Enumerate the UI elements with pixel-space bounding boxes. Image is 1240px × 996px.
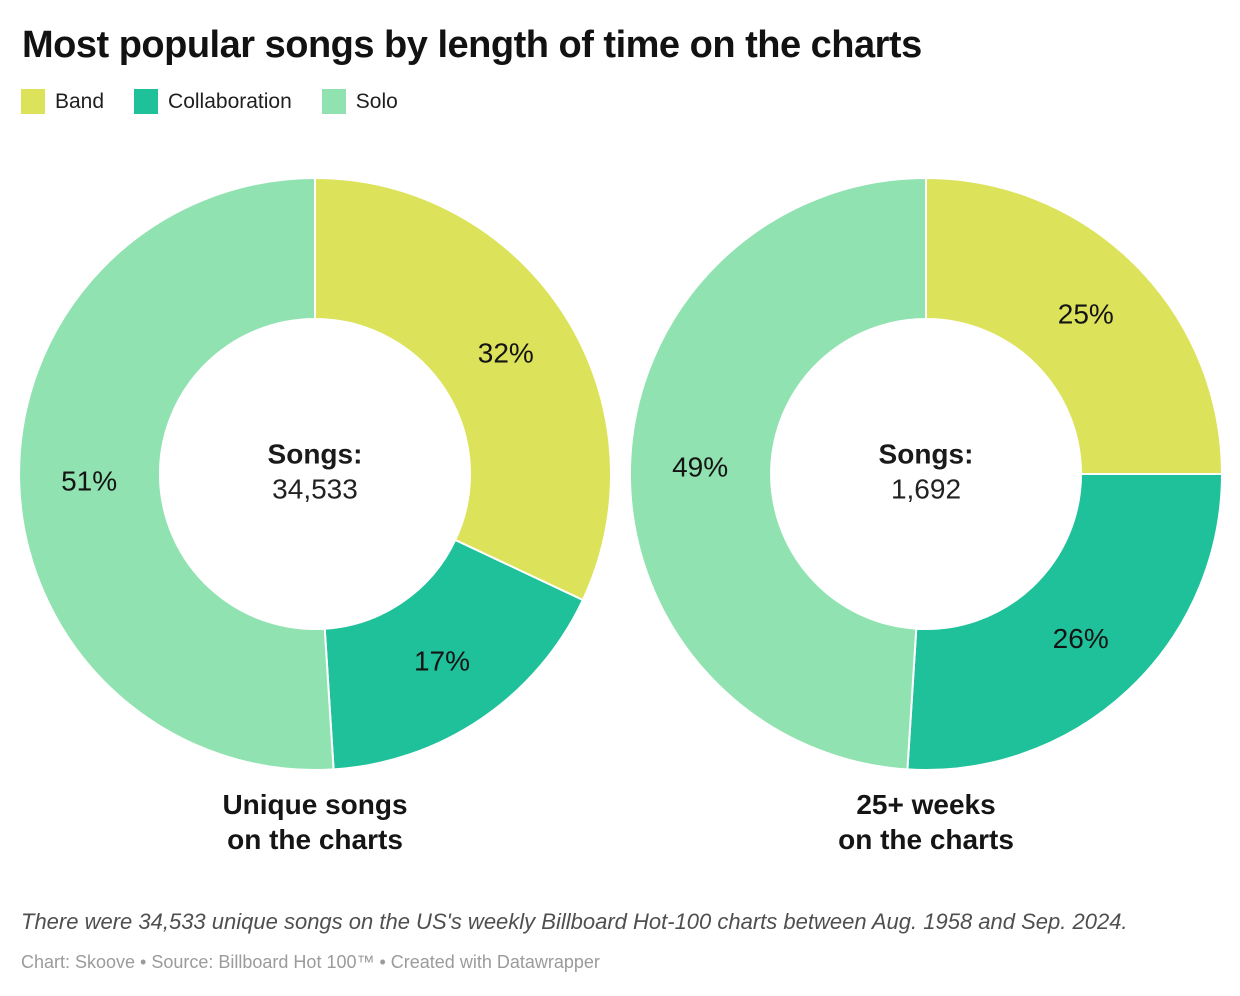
pie-slice-collaboration xyxy=(323,539,584,771)
pie-slice-solo xyxy=(18,177,335,771)
slice-label-solo: 49% xyxy=(672,451,728,482)
slice-label-collaboration: 17% xyxy=(414,645,470,676)
chart-title: Most popular songs by length of time on … xyxy=(22,24,922,66)
legend-label-solo: Solo xyxy=(355,89,398,113)
legend-item-band: Band xyxy=(21,89,104,114)
chart-caption-unique-songs: Unique songs on the charts xyxy=(105,787,525,857)
slice-label-collaboration: 26% xyxy=(1053,623,1109,654)
center-title: Songs: xyxy=(879,439,974,470)
slice-label-solo: 51% xyxy=(61,466,117,497)
legend-label-collaboration: Collaboration xyxy=(168,89,292,113)
legend-swatch-collaboration xyxy=(134,89,159,114)
slice-label-band: 32% xyxy=(478,337,534,368)
pie-slice-solo xyxy=(629,177,927,771)
pie-slice-band xyxy=(314,177,612,602)
caption-line: 25+ weeks xyxy=(856,789,996,820)
chart-credit: Chart: Skoove • Source: Billboard Hot 10… xyxy=(21,952,600,972)
caption-line: on the charts xyxy=(838,824,1014,855)
legend-item-solo: Solo xyxy=(321,89,398,114)
center-value: 1,692 xyxy=(891,474,961,505)
donut-chart-unique-songs: 32% 17% 51% Songs: 34,533 xyxy=(18,177,612,771)
legend-item-collaboration: Collaboration xyxy=(134,89,292,114)
center-title: Songs: xyxy=(268,439,363,470)
chart-note: There were 34,533 unique songs on the US… xyxy=(21,909,1128,934)
slice-label-band: 25% xyxy=(1058,299,1114,330)
caption-line: Unique songs xyxy=(222,789,408,820)
legend-label-band: Band xyxy=(55,89,105,113)
chart-caption-25-plus-weeks: 25+ weeks on the charts xyxy=(716,787,1136,857)
pie-slice-collaboration xyxy=(906,473,1223,771)
center-value: 34,533 xyxy=(272,474,358,505)
caption-line: on the charts xyxy=(227,824,403,855)
legend-swatch-band xyxy=(21,89,45,114)
donut-chart-25-plus-weeks: 25% 26% 49% Songs: 1,692 xyxy=(629,177,1223,771)
legend: Band Collaboration Solo xyxy=(21,89,398,114)
pie-slice-band xyxy=(925,177,1223,475)
legend-swatch-solo xyxy=(321,89,346,114)
